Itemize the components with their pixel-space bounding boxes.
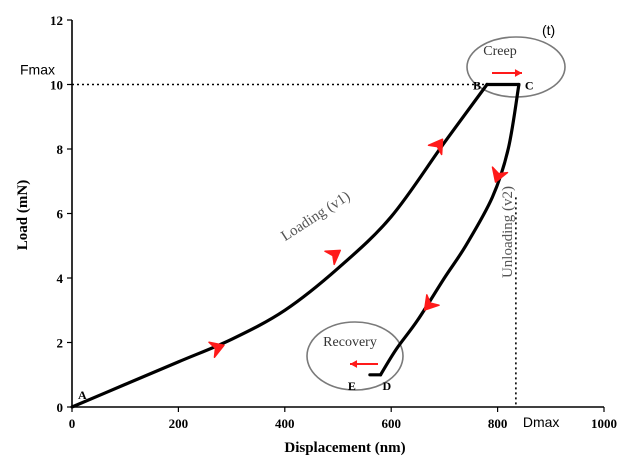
unloading-annotation: Unloading (v2) xyxy=(500,186,516,278)
loading-annotation: Loading (v1) xyxy=(278,188,353,244)
point-label-e: E xyxy=(348,379,356,393)
arrow-head-icon xyxy=(423,294,440,311)
y-tick-label: 10 xyxy=(50,78,63,93)
x-tick-label: 1000 xyxy=(591,416,617,431)
arrow-tip-icon xyxy=(514,69,522,77)
loading-arrow-3-icon xyxy=(427,138,444,156)
arrow-head-icon xyxy=(324,249,342,266)
x-tick-label: 600 xyxy=(381,416,401,431)
recovery-annotation: Recovery xyxy=(323,335,377,350)
y-tick-label: 0 xyxy=(57,400,64,415)
y-tick-label: 2 xyxy=(57,336,64,351)
point-label-c: C xyxy=(525,79,534,93)
loading-arrow-1-icon xyxy=(208,341,225,358)
t-annotation: (t) xyxy=(542,22,555,38)
x-tick-label: 200 xyxy=(169,416,189,431)
y-tick-label: 6 xyxy=(57,207,64,222)
x-tick-label: 400 xyxy=(275,416,295,431)
recovery-arrow-icon xyxy=(350,360,378,368)
x-axis-title: Displacement (nm) xyxy=(284,440,405,456)
arrow-head-icon xyxy=(208,341,225,358)
point-label-a: A xyxy=(78,388,87,402)
arrow-head-icon xyxy=(491,166,509,183)
unloading-curve xyxy=(379,82,521,377)
arrow-tip-icon xyxy=(350,360,358,368)
arrow-head-icon xyxy=(427,138,444,156)
y-tick-label: 12 xyxy=(50,13,63,28)
loading-arrow-2-icon xyxy=(324,249,342,266)
fmax-label: Fmax xyxy=(20,62,55,78)
unloading-arrow-1-icon xyxy=(491,166,509,183)
creep-annotation: Creep xyxy=(483,44,516,59)
x-tick-label: 800 xyxy=(488,416,508,431)
creep-arrow-icon xyxy=(492,69,522,77)
x-tick-label: 0 xyxy=(69,416,76,431)
recovery-ellipse xyxy=(306,321,404,391)
y-tick-label: 4 xyxy=(57,271,64,286)
unloading-arrow-2-icon xyxy=(423,294,440,311)
y-tick-label: 8 xyxy=(57,142,64,157)
dmax-label: Dmax xyxy=(523,414,560,430)
loading-curve xyxy=(70,82,489,409)
point-label-b: B xyxy=(473,79,481,93)
point-label-d: D xyxy=(383,379,392,393)
y-axis-title: Load (mN) xyxy=(15,180,31,250)
